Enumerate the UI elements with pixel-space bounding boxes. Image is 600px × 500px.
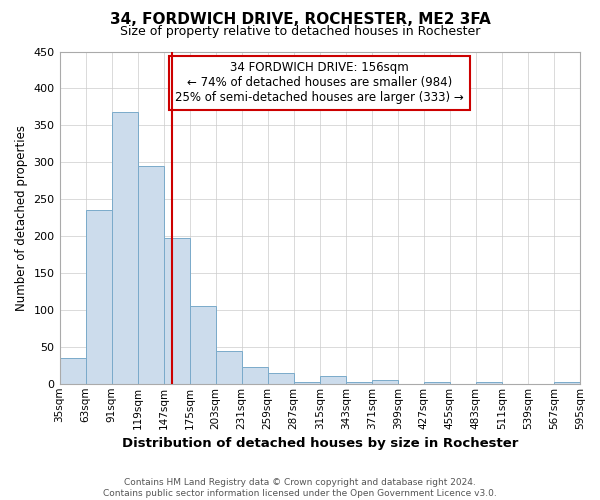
Bar: [190, 306, 215, 384]
Bar: [294, 382, 320, 384]
X-axis label: Distribution of detached houses by size in Rochester: Distribution of detached houses by size …: [122, 437, 518, 450]
Bar: [59, 358, 86, 384]
Text: 34, FORDWICH DRIVE, ROCHESTER, ME2 3FA: 34, FORDWICH DRIVE, ROCHESTER, ME2 3FA: [110, 12, 490, 28]
Bar: [372, 380, 398, 384]
Bar: [112, 112, 137, 384]
Bar: [346, 382, 372, 384]
Bar: [268, 372, 294, 384]
Text: Contains HM Land Registry data © Crown copyright and database right 2024.
Contai: Contains HM Land Registry data © Crown c…: [103, 478, 497, 498]
Y-axis label: Number of detached properties: Number of detached properties: [15, 124, 28, 310]
Text: 34 FORDWICH DRIVE: 156sqm
← 74% of detached houses are smaller (984)
25% of semi: 34 FORDWICH DRIVE: 156sqm ← 74% of detac…: [175, 62, 464, 104]
Bar: [164, 238, 190, 384]
Bar: [137, 166, 164, 384]
Bar: [554, 382, 580, 384]
Bar: [242, 367, 268, 384]
Bar: [320, 376, 346, 384]
Text: Size of property relative to detached houses in Rochester: Size of property relative to detached ho…: [120, 25, 480, 38]
Bar: [476, 382, 502, 384]
Bar: [86, 210, 112, 384]
Bar: [215, 350, 242, 384]
Bar: [424, 382, 450, 384]
